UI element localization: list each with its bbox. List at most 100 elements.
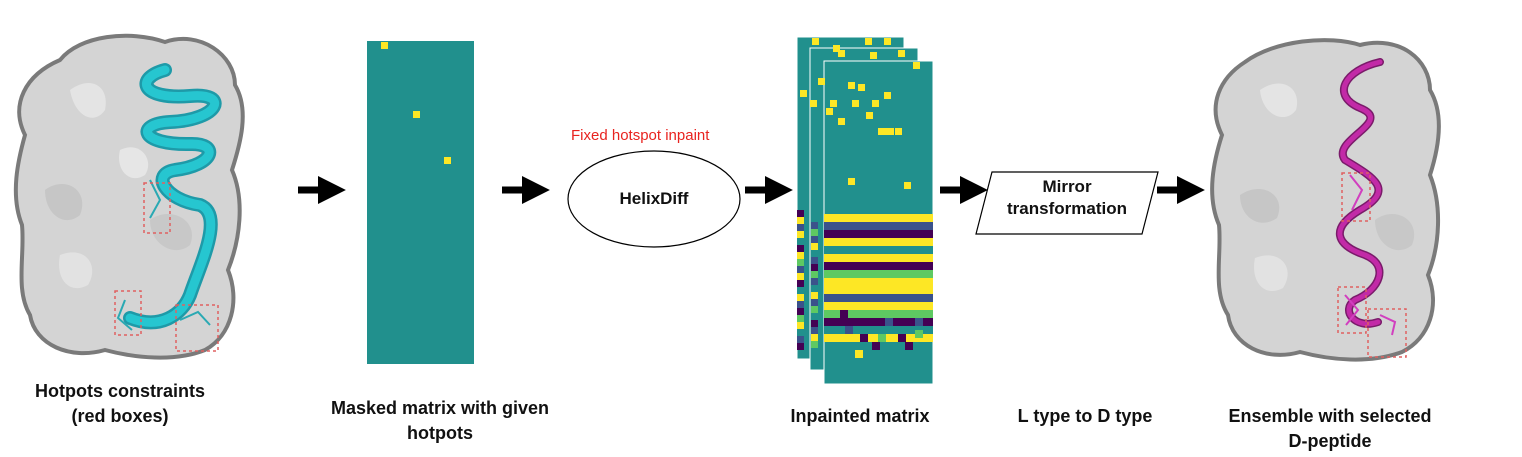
matrix-cell xyxy=(925,318,933,326)
matrix-cell xyxy=(797,238,804,245)
matrix-cell xyxy=(865,38,872,45)
matrix-cell xyxy=(824,262,933,270)
matrix-cell xyxy=(797,287,804,294)
caption-ensemble: Ensemble with selected D-peptide xyxy=(1190,404,1470,454)
matrix-cell xyxy=(898,334,906,342)
helix-icon xyxy=(116,63,222,331)
matrix-cell xyxy=(811,299,818,306)
caption-line: L type to D type xyxy=(1017,406,1153,426)
matrix-cell xyxy=(884,38,891,45)
hotspot-boxes xyxy=(1337,172,1407,358)
matrix-cell xyxy=(811,229,818,236)
matrix-cell xyxy=(895,128,902,135)
matrix-cell xyxy=(913,62,920,69)
matrix-cell xyxy=(818,78,825,85)
matrix-cell xyxy=(885,318,893,326)
matrix-cell xyxy=(824,302,933,310)
matrix-cell xyxy=(811,257,818,264)
matrix-cell xyxy=(824,286,933,294)
matrix-cell xyxy=(830,100,837,107)
matrix-cell xyxy=(812,38,819,45)
matrix-cell xyxy=(824,318,933,326)
matrix-cell xyxy=(824,230,933,238)
caption-hotspots: Hotpots constraints (red boxes) xyxy=(20,379,220,429)
matrix-cell xyxy=(845,326,853,334)
matrix-cell xyxy=(797,308,804,315)
matrix-cell xyxy=(797,343,804,350)
matrix-cell xyxy=(840,310,848,318)
matrix-cell xyxy=(811,264,818,271)
matrix-cell xyxy=(838,118,845,125)
matrix-cell xyxy=(811,250,818,257)
matrix-cell xyxy=(797,336,804,343)
matrix-cell xyxy=(797,245,804,252)
caption-line: hotpots xyxy=(407,423,473,443)
matrix-cell xyxy=(811,348,818,355)
matrix-cell xyxy=(797,259,804,266)
helix-icon xyxy=(1336,58,1397,336)
matrix-cell xyxy=(824,270,933,278)
matrix-cell xyxy=(824,222,933,230)
matrix-cell xyxy=(838,50,845,57)
matrix-cell xyxy=(811,236,818,243)
matrix-cell xyxy=(811,222,818,229)
caption-line: Hotpots constraints xyxy=(34,381,205,401)
matrix-cell xyxy=(797,231,804,238)
matrix-cell xyxy=(848,178,855,185)
matrix-cell xyxy=(824,310,933,318)
caption-line: Masked matrix with given xyxy=(330,398,550,418)
mirror-transformation-node xyxy=(975,171,1159,235)
mirror-label: Mirror transformation xyxy=(987,176,1147,220)
caption-l-to-d: L type to D type xyxy=(985,404,1185,429)
matrix-cell xyxy=(833,45,840,52)
matrix-cell xyxy=(905,342,913,350)
inpaint-label: Fixed hotspot inpaint xyxy=(571,127,710,144)
matrix-cell xyxy=(811,215,818,222)
matrix-cell xyxy=(904,182,911,189)
mirror-label-line: Mirror xyxy=(1042,177,1092,196)
inpainted-matrix-cells xyxy=(797,38,933,358)
matrix-cell xyxy=(797,322,804,329)
matrix-cell xyxy=(797,252,804,259)
matrix-cell xyxy=(797,280,804,287)
matrix-cell xyxy=(797,210,804,217)
matrix-cell xyxy=(811,341,818,348)
matrix-cell xyxy=(826,108,833,115)
matrix-cell xyxy=(824,238,933,246)
matrix-cell xyxy=(811,334,818,341)
helixdiff-label: HelixDiff xyxy=(619,189,689,208)
matrix-cell xyxy=(870,318,878,326)
caption-inpainted: Inpainted matrix xyxy=(760,404,960,429)
matrix-cell xyxy=(898,50,905,57)
helixdiff-node xyxy=(567,150,741,248)
mirror-label-line: transformation xyxy=(1007,199,1127,218)
matrix-cell xyxy=(915,318,923,326)
matrix-cell xyxy=(858,84,865,91)
matrix-cell xyxy=(824,278,933,286)
matrix-cell xyxy=(797,217,804,224)
matrix-cell xyxy=(852,100,859,107)
protein-surface-icon xyxy=(1210,38,1441,362)
matrix-cell xyxy=(797,301,804,308)
caption-line: Inpainted matrix xyxy=(790,406,930,426)
matrix-cell xyxy=(797,315,804,322)
caption-line: (red boxes) xyxy=(71,406,169,426)
matrix-cell xyxy=(824,246,933,254)
matrix-cell xyxy=(811,271,818,278)
matrix-cell xyxy=(811,243,818,250)
matrix-cell xyxy=(824,294,933,302)
matrix-cell xyxy=(800,90,807,97)
matrix-cell xyxy=(797,329,804,336)
matrix-cell xyxy=(797,266,804,273)
matrix-cell xyxy=(810,100,817,107)
matrix-cell xyxy=(811,306,818,313)
matrix-cell xyxy=(824,254,933,262)
matrix-cell xyxy=(811,278,818,285)
masked-matrix xyxy=(367,41,474,364)
hotspot-boxes xyxy=(114,182,219,352)
matrix-cell xyxy=(811,285,818,292)
matrix-cell xyxy=(848,82,855,89)
matrix-cell xyxy=(811,313,818,320)
matrix-cell xyxy=(870,52,877,59)
matrix-cell xyxy=(872,342,880,350)
